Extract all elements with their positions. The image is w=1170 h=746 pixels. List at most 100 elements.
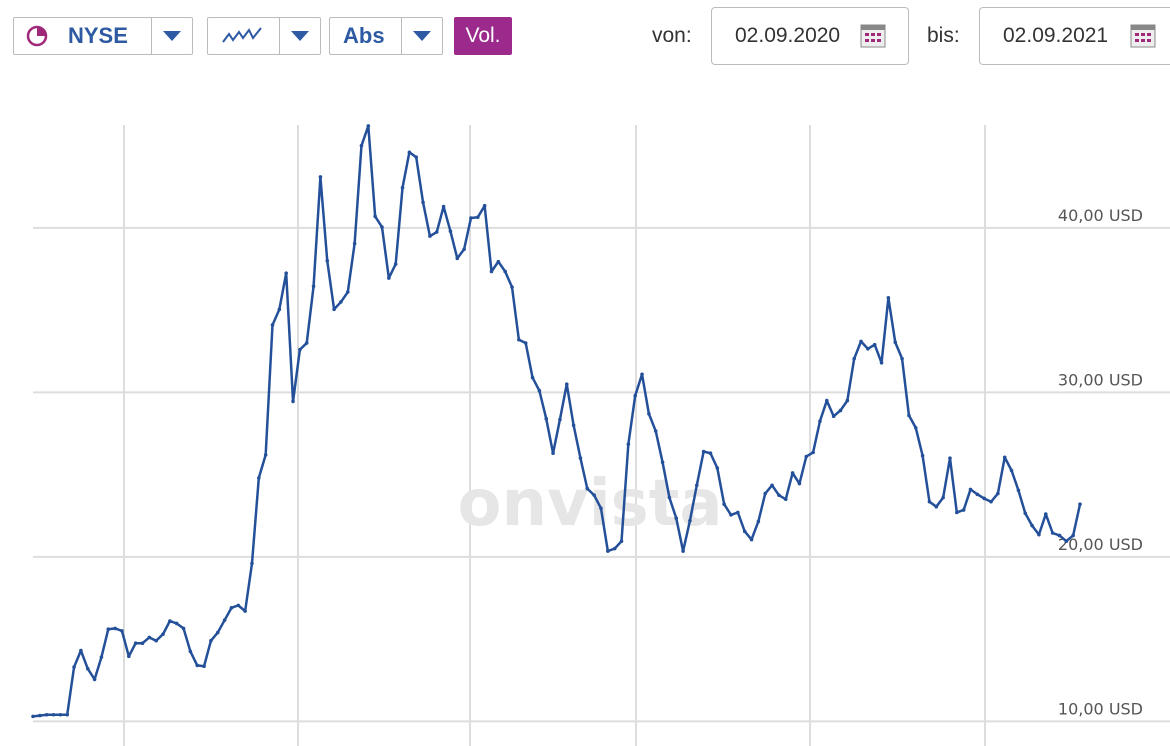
mode-select[interactable]: Abs bbox=[329, 17, 443, 55]
data-point bbox=[44, 712, 49, 717]
y-tick-label: 10,00 USD bbox=[1058, 699, 1143, 718]
data-point bbox=[571, 423, 576, 428]
data-point bbox=[838, 408, 843, 413]
data-point bbox=[250, 561, 254, 566]
data-point bbox=[31, 714, 35, 719]
exchange-label: NYSE bbox=[68, 23, 128, 48]
data-point bbox=[147, 635, 152, 640]
exchange-select[interactable]: NYSE bbox=[13, 17, 193, 55]
data-point bbox=[742, 529, 747, 534]
data-point bbox=[544, 416, 549, 421]
to-date-input[interactable]: 02.09.2021 bbox=[979, 7, 1170, 65]
data-point bbox=[558, 417, 562, 422]
data-point bbox=[51, 712, 56, 717]
data-point bbox=[113, 626, 117, 631]
data-point bbox=[181, 626, 186, 631]
data-point bbox=[366, 124, 371, 128]
data-point bbox=[304, 341, 309, 345]
data-point bbox=[99, 655, 104, 659]
data-point bbox=[708, 451, 713, 456]
data-point bbox=[927, 499, 932, 504]
data-point bbox=[797, 481, 802, 486]
data-point bbox=[1023, 511, 1028, 516]
data-point bbox=[879, 360, 884, 365]
data-point bbox=[393, 262, 398, 266]
data-point bbox=[1078, 502, 1082, 507]
data-point bbox=[400, 185, 405, 190]
data-point bbox=[482, 203, 487, 208]
to-label: bis: bbox=[927, 24, 960, 47]
data-point bbox=[407, 150, 412, 155]
data-point bbox=[257, 476, 261, 480]
watermark: onvista bbox=[457, 467, 722, 541]
data-point bbox=[332, 307, 336, 312]
data-point bbox=[510, 285, 514, 289]
data-point bbox=[1043, 512, 1048, 516]
dropdown-arrow[interactable] bbox=[151, 18, 192, 54]
data-point bbox=[736, 510, 740, 515]
vertical-grid bbox=[123, 125, 986, 746]
calendar-icon[interactable] bbox=[1130, 24, 1156, 48]
data-point bbox=[476, 215, 480, 220]
data-point bbox=[311, 284, 316, 289]
calendar-icon[interactable] bbox=[860, 24, 886, 48]
data-point bbox=[790, 471, 795, 475]
data-point bbox=[688, 518, 692, 523]
data-point bbox=[263, 453, 268, 457]
data-point bbox=[168, 619, 172, 623]
data-point bbox=[900, 356, 904, 361]
data-point bbox=[722, 502, 726, 507]
exchange-icon bbox=[26, 25, 48, 47]
data-point bbox=[770, 483, 774, 488]
from-date-input[interactable]: 02.09.2020 bbox=[711, 7, 909, 65]
data-point bbox=[681, 549, 685, 553]
data-point bbox=[188, 649, 193, 654]
data-point bbox=[941, 495, 945, 500]
data-point bbox=[626, 442, 631, 446]
data-point bbox=[195, 663, 200, 668]
data-point bbox=[503, 269, 507, 274]
data-point bbox=[72, 665, 76, 669]
data-point bbox=[92, 677, 97, 682]
data-point bbox=[989, 499, 993, 504]
data-point bbox=[763, 491, 768, 496]
data-point bbox=[968, 487, 973, 492]
data-point bbox=[434, 230, 439, 234]
data-point bbox=[845, 398, 850, 403]
data-point bbox=[804, 454, 809, 459]
data-point bbox=[1016, 488, 1021, 493]
data-point bbox=[318, 175, 323, 179]
volume-button[interactable]: Vol. bbox=[454, 17, 512, 55]
data-point bbox=[777, 493, 781, 497]
data-point bbox=[886, 296, 891, 300]
data-point bbox=[913, 425, 918, 430]
data-point bbox=[65, 712, 70, 717]
data-point bbox=[106, 627, 111, 632]
data-point bbox=[325, 259, 330, 263]
data-point bbox=[373, 214, 377, 219]
data-point bbox=[469, 216, 473, 220]
dropdown-arrow[interactable] bbox=[279, 18, 320, 54]
data-point bbox=[907, 413, 911, 418]
data-point bbox=[647, 411, 651, 416]
data-point bbox=[236, 603, 241, 608]
from-label: von: bbox=[652, 24, 692, 47]
data-point bbox=[496, 259, 501, 264]
data-point bbox=[955, 510, 959, 515]
data-point bbox=[523, 341, 528, 345]
data-point bbox=[872, 342, 877, 347]
data-point bbox=[551, 451, 555, 456]
data-point bbox=[243, 609, 247, 613]
data-point bbox=[612, 546, 617, 551]
data-point bbox=[38, 713, 42, 718]
data-point bbox=[530, 375, 535, 380]
data-point bbox=[387, 276, 391, 280]
chart-type-select[interactable] bbox=[207, 17, 321, 55]
data-point bbox=[633, 393, 637, 398]
data-point bbox=[564, 382, 569, 386]
data-point bbox=[592, 493, 596, 497]
data-point bbox=[961, 508, 966, 512]
data-point bbox=[1050, 531, 1055, 535]
dropdown-arrow[interactable] bbox=[401, 18, 442, 54]
